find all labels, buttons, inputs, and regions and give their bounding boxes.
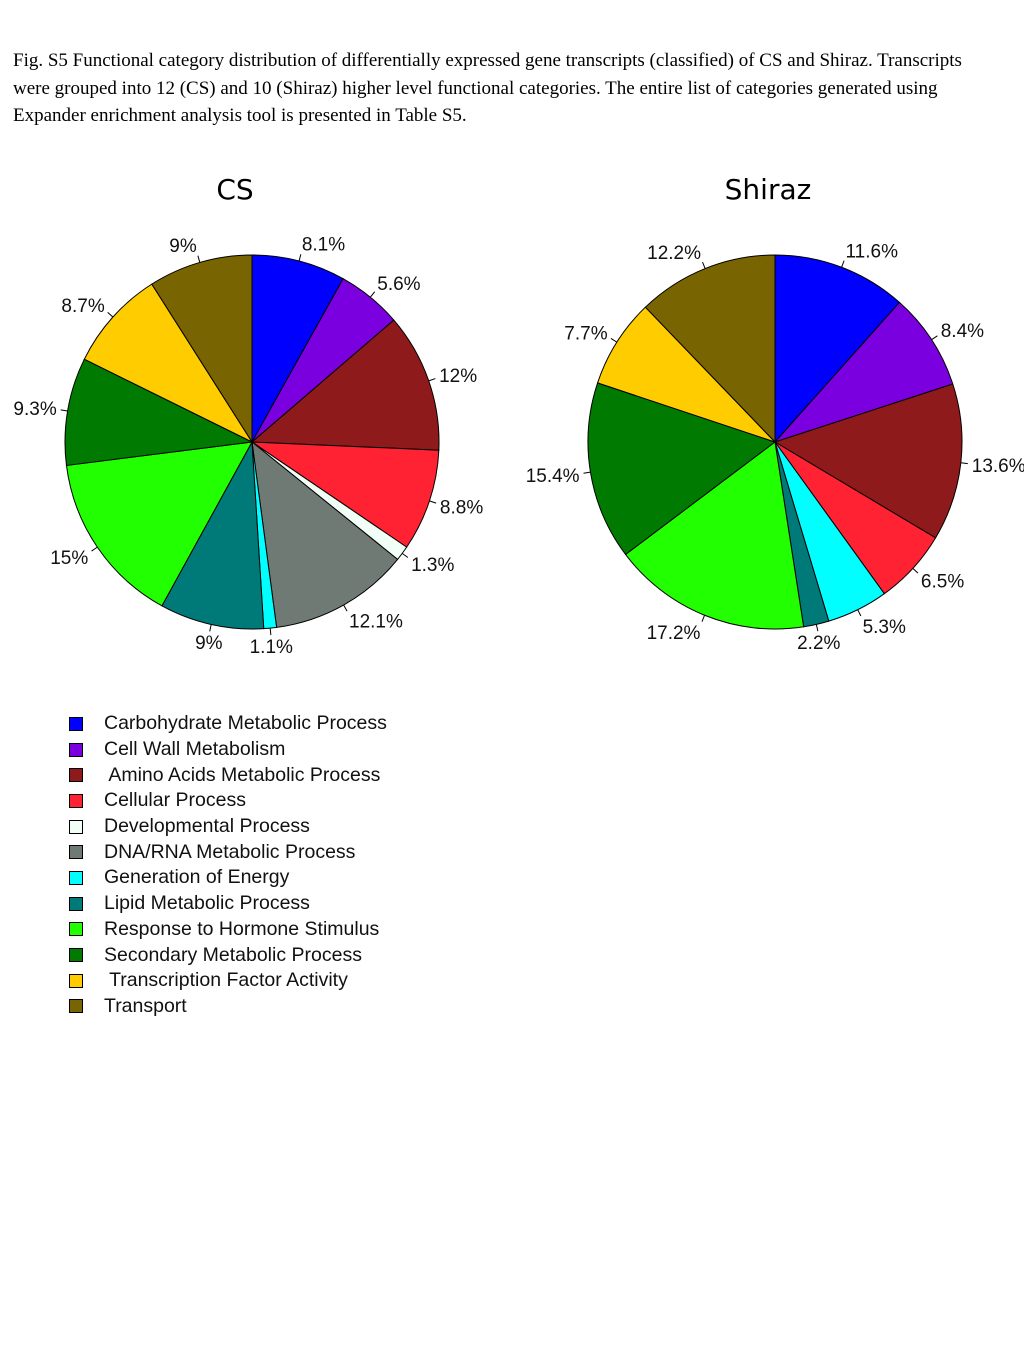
pie-label-tick-shiraz — [841, 260, 845, 268]
pie-label-tick-cs — [269, 628, 272, 636]
pie-slice-shiraz — [644, 254, 776, 444]
legend-swatch — [69, 716, 83, 731]
legend-swatch — [69, 768, 83, 783]
legend-item: Transport — [69, 994, 387, 1020]
legend-swatch — [69, 845, 83, 860]
pie-label-shiraz: 5.3% — [863, 617, 906, 638]
pie-slice-cs — [161, 440, 265, 630]
pie-label-cs: 8.7% — [61, 296, 104, 317]
legend-label: DNA/RNA Metabolic Process — [104, 840, 356, 863]
pie-label-tick-shiraz — [583, 471, 591, 474]
legend-swatch — [69, 870, 83, 885]
pie-label-tick-cs — [369, 291, 376, 298]
pie-slice-cs — [251, 440, 399, 628]
legend-swatch — [69, 922, 83, 937]
legend-label: Generation of Energy — [104, 866, 290, 889]
legend-item: Generation of Energy — [69, 865, 387, 891]
legend-item: Transcription Factor Activity — [69, 968, 387, 994]
legend-item: Cell Wall Metabolism — [69, 737, 387, 763]
legend-item: Response to Hormone Stimulus — [69, 917, 387, 943]
pie-label-cs: 8.8% — [440, 498, 483, 519]
pie-label-cs: 15% — [50, 548, 88, 569]
pie-label-tick-cs — [429, 500, 437, 504]
pie-label-tick-shiraz — [912, 568, 919, 574]
pie-label-tick-shiraz — [610, 337, 618, 343]
pie-label-cs: 9% — [195, 633, 223, 654]
pie-label-tick-cs — [197, 255, 201, 263]
pie-label-tick-shiraz — [931, 335, 938, 341]
legend-label: Cellular Process — [104, 789, 246, 812]
legend-label: Transcription Factor Activity — [104, 969, 348, 992]
legend-item: Developmental Process — [69, 814, 387, 840]
legend-swatch — [69, 793, 83, 808]
pie-label-shiraz: 8.4% — [941, 321, 984, 342]
pie-label-cs: 9% — [169, 236, 197, 257]
chart-title-shiraz: Shiraz — [725, 173, 812, 206]
pie-label-tick-cs — [343, 604, 348, 612]
legend-label: Lipid Metabolic Process — [104, 892, 310, 915]
pie-label-cs: 5.6% — [377, 274, 420, 295]
pie-label-tick-cs — [401, 552, 409, 558]
pie-slice-cs — [83, 283, 254, 444]
pie-label-cs: 12% — [439, 366, 477, 387]
pie-label-shiraz: 6.5% — [921, 572, 964, 593]
legend-swatch — [69, 742, 83, 757]
pie-label-cs: 8.1% — [302, 235, 345, 256]
legend-item: Secondary Metabolic Process — [69, 942, 387, 968]
chart-title-cs: CS — [216, 173, 253, 206]
pie-label-cs: 1.1% — [250, 637, 293, 658]
legend-label: Amino Acids Metabolic Process — [104, 763, 381, 786]
pie-label-tick-shiraz — [960, 462, 968, 465]
legend-item: Carbohydrate Metabolic Process — [69, 711, 387, 737]
legend-label: Carbohydrate Metabolic Process — [104, 712, 387, 735]
pie-label-cs: 12.1% — [349, 612, 403, 633]
legend-item: DNA/RNA Metabolic Process — [69, 839, 387, 865]
pie-label-tick-cs — [209, 624, 212, 632]
pie-charts: CS 8.1% 5.6% 12% 8.8% 1.3% 12.1% 1.1% 9% 15% 9.3% 8… — [13, 173, 1024, 658]
pie-slice-cs — [251, 254, 344, 444]
pie-label-shiraz: 13.6% — [972, 456, 1024, 477]
legend-swatch — [69, 896, 83, 911]
pie-chart-shiraz: Shiraz 11.6% 8.4% 13.6% 6.5% 5.3% 2.2% 17.2% 15.… — [526, 173, 1024, 654]
pie-label-tick-shiraz — [815, 624, 819, 632]
legend-swatch — [69, 948, 83, 963]
legend-label: Developmental Process — [104, 815, 310, 838]
legend-item: Cellular Process — [69, 788, 387, 814]
pie-label-tick-shiraz — [857, 609, 862, 617]
pie-slice-shiraz — [624, 441, 805, 630]
legend-label: Transport — [104, 994, 187, 1017]
legend-swatch — [69, 999, 83, 1014]
legend-label: Response to Hormone Stimulus — [104, 917, 380, 940]
pie-label-cs: 1.3% — [411, 555, 454, 576]
pie-label-cs: 9.3% — [13, 399, 56, 420]
pie-label-tick-shiraz — [702, 261, 706, 269]
legend-label: Secondary Metabolic Process — [104, 943, 362, 966]
pie-label-shiraz: 11.6% — [846, 241, 899, 262]
pie-label-tick-cs — [298, 254, 302, 262]
legend-item: Lipid Metabolic Process — [69, 891, 387, 917]
pie-slice-shiraz — [773, 301, 954, 444]
pie-label-shiraz: 7.7% — [564, 324, 607, 345]
legend-item: Amino Acids Metabolic Process — [69, 762, 387, 788]
pie-label-tick-shiraz — [701, 615, 706, 622]
figure-caption: Fig. S5 Functional category distribution… — [13, 50, 962, 126]
pie-label-shiraz: 2.2% — [797, 633, 840, 654]
pie-chart-cs: CS 8.1% 5.6% 12% 8.8% 1.3% 12.1% 1.1% 9% 15% 9.3% 8… — [13, 173, 483, 658]
pie-label-tick-cs — [91, 546, 98, 552]
legend-swatch — [69, 819, 83, 834]
pie-slice-cs — [250, 319, 440, 451]
pie-label-shiraz: 15.4% — [526, 466, 580, 487]
legend-swatch — [69, 973, 83, 988]
legend-label: Cell Wall Metabolism — [104, 738, 286, 761]
pie-label-shiraz: 12.2% — [647, 243, 701, 264]
pie-label-tick-cs — [107, 311, 114, 318]
pie-label-tick-cs — [60, 409, 68, 412]
pie-label-tick-cs — [428, 378, 436, 382]
pie-label-shiraz: 17.2% — [647, 623, 701, 644]
pie-slice-shiraz — [773, 383, 963, 539]
legend: Carbohydrate Metabolic Process Cell Wall … — [69, 711, 387, 1019]
